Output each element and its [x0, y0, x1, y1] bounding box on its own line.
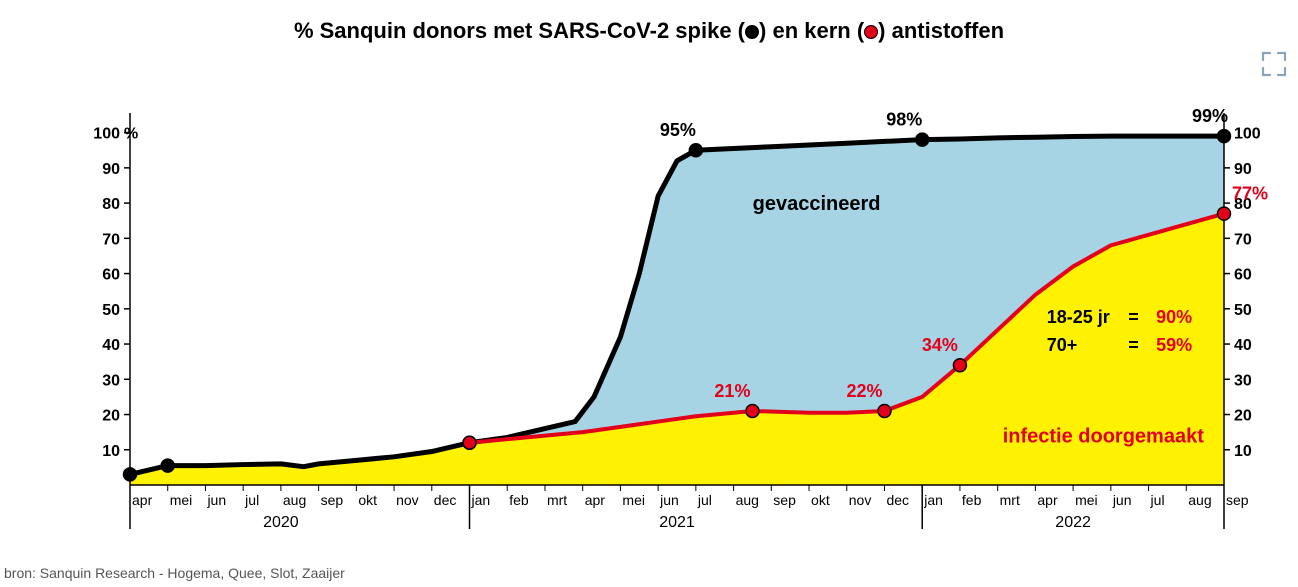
x-month-label: mei [170, 492, 193, 508]
y-percent-unit: % [124, 126, 138, 143]
y-left-tick: 100 [93, 126, 120, 143]
y-right-tick: 70 [1234, 231, 1252, 248]
x-month-label: jul [1150, 492, 1165, 508]
y-left-tick: 40 [102, 337, 120, 354]
x-month-label: sep [773, 492, 796, 508]
data-marker [161, 459, 174, 472]
age-group-label: 18-25 jr [1047, 307, 1110, 327]
x-month-label: mrt [547, 492, 567, 508]
x-month-label: jul [697, 492, 712, 508]
y-left-tick: 10 [102, 443, 120, 460]
y-left-tick: 90 [102, 161, 120, 178]
x-month-label: jun [206, 492, 226, 508]
x-month-label: aug [1188, 492, 1211, 508]
y-right-tick: 10 [1234, 443, 1252, 460]
data-marker [1218, 207, 1231, 220]
data-marker [878, 405, 891, 418]
x-month-label: jan [923, 492, 943, 508]
y-right-tick: 20 [1234, 408, 1252, 425]
y-left-tick: 20 [102, 408, 120, 425]
age-eq: = [1128, 307, 1139, 327]
x-month-label: apr [1037, 492, 1058, 508]
age-percent: 59% [1156, 335, 1192, 355]
data-point-label: 77% [1232, 184, 1268, 204]
y-left-tick: 50 [102, 302, 120, 319]
x-month-label: sep [321, 492, 344, 508]
data-marker [746, 405, 759, 418]
y-left-tick: 60 [102, 267, 120, 284]
data-marker [689, 144, 702, 157]
region-label: infectie doorgemaakt [1003, 426, 1205, 448]
data-marker [916, 133, 929, 146]
x-month-label: aug [283, 492, 306, 508]
region-label: gevaccineerd [753, 193, 881, 215]
y-left-tick: 30 [102, 372, 120, 389]
data-point-label: 21% [714, 381, 750, 401]
age-eq: = [1128, 335, 1139, 355]
age-percent: 90% [1156, 307, 1192, 327]
data-marker [1218, 130, 1231, 143]
x-month-label: jun [659, 492, 679, 508]
data-marker [124, 468, 137, 481]
data-point-label: 22% [846, 381, 882, 401]
x-year-label: 2022 [1055, 514, 1091, 531]
x-year-label: 2021 [659, 514, 695, 531]
x-month-label: feb [509, 492, 529, 508]
x-month-label: jun [1112, 492, 1132, 508]
data-point-label: 98% [886, 110, 922, 130]
x-month-label: apr [585, 492, 606, 508]
x-month-label: okt [811, 492, 830, 508]
x-month-label: mei [1075, 492, 1098, 508]
data-point-label: 34% [922, 335, 958, 355]
data-marker [463, 436, 476, 449]
x-month-label: nov [396, 492, 419, 508]
x-month-label: dec [434, 492, 457, 508]
data-marker [953, 359, 966, 372]
data-point-label: 95% [660, 120, 696, 140]
y-left-tick: 70 [102, 231, 120, 248]
data-point-label: 99% [1192, 106, 1228, 126]
x-month-label: mei [622, 492, 645, 508]
x-month-label: jul [244, 492, 259, 508]
x-month-label: nov [849, 492, 872, 508]
x-month-label: aug [736, 492, 759, 508]
y-left-tick: 80 [102, 196, 120, 213]
y-right-tick: 90 [1234, 161, 1252, 178]
x-month-label: feb [962, 492, 982, 508]
age-group-label: 70+ [1047, 335, 1078, 355]
y-right-tick: 50 [1234, 302, 1252, 319]
x-month-label: okt [358, 492, 377, 508]
antibody-chart: 102030405060708090100%102030405060708090… [0, 0, 1298, 587]
x-year-label: 2020 [263, 514, 299, 531]
x-month-label: sep [1226, 492, 1249, 508]
y-right-tick: 40 [1234, 337, 1252, 354]
x-month-label: apr [132, 492, 153, 508]
y-right-tick: 30 [1234, 372, 1252, 389]
x-month-label: mrt [1000, 492, 1020, 508]
x-month-label: jan [471, 492, 491, 508]
source-attribution: bron: Sanquin Research - Hogema, Quee, S… [4, 565, 345, 581]
y-right-tick: 100 [1234, 126, 1261, 143]
y-right-tick: 60 [1234, 267, 1252, 284]
x-month-label: dec [886, 492, 909, 508]
